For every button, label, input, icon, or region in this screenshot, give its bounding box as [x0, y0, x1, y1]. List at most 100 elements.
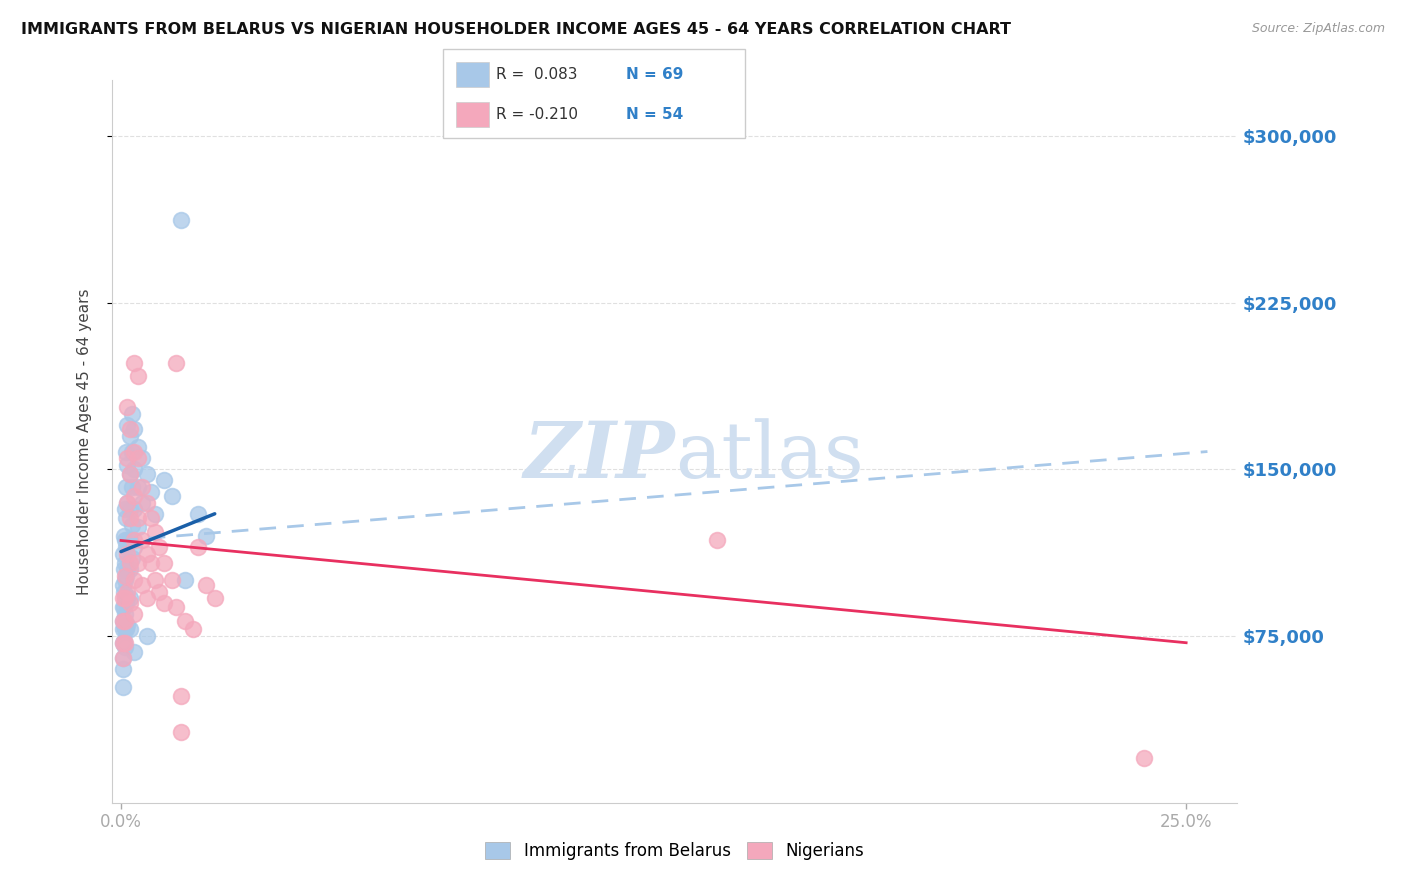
Point [183, 623, 205, 637]
Text: N = 54: N = 54 [626, 107, 683, 121]
Point [118, 467, 141, 481]
Point [122, 444, 145, 458]
Point [169, 724, 191, 739]
Point [118, 533, 141, 548]
Y-axis label: Householder Income Ages 45 - 64 years: Householder Income Ages 45 - 64 years [77, 288, 91, 595]
Point [127, 520, 149, 534]
Point [117, 591, 139, 606]
Point [117, 458, 139, 472]
Point [112, 584, 135, 599]
Point [122, 462, 145, 476]
Point [122, 540, 145, 554]
Point [118, 467, 141, 481]
Point [115, 596, 138, 610]
Point [112, 651, 135, 665]
Point [114, 574, 136, 588]
Point [117, 618, 139, 632]
Point [139, 511, 162, 525]
Point [112, 633, 135, 648]
Point [127, 368, 149, 383]
Point [118, 511, 141, 525]
Point [112, 529, 135, 543]
Point [117, 547, 139, 561]
Point [112, 591, 135, 606]
Point [174, 574, 197, 588]
Point [127, 440, 149, 454]
Legend: Immigrants from Belarus, Nigerians: Immigrants from Belarus, Nigerians [478, 835, 872, 867]
Point [114, 556, 136, 570]
Point [114, 640, 136, 655]
Point [114, 607, 136, 621]
Point [169, 213, 191, 227]
Point [117, 496, 139, 510]
Text: atlas: atlas [675, 418, 863, 494]
Point [195, 578, 218, 592]
Point [112, 600, 135, 615]
Point [114, 636, 136, 650]
Point [117, 533, 139, 548]
Text: ZIP: ZIP [523, 417, 675, 494]
Point [117, 562, 139, 576]
Text: N = 69: N = 69 [626, 68, 683, 82]
Text: R =  0.083: R = 0.083 [496, 68, 578, 82]
Point [131, 480, 153, 494]
Point [152, 596, 174, 610]
Point [112, 680, 135, 694]
Point [122, 356, 145, 370]
Point [112, 618, 135, 632]
Point [115, 540, 138, 554]
Point [160, 489, 183, 503]
Point [152, 556, 174, 570]
Point [148, 540, 170, 554]
Point [165, 356, 187, 370]
Point [135, 629, 157, 643]
Point [131, 451, 153, 466]
Text: R = -0.210: R = -0.210 [496, 107, 578, 121]
Point [122, 607, 145, 621]
Point [121, 551, 143, 566]
Point [204, 591, 226, 606]
Text: IMMIGRANTS FROM BELARUS VS NIGERIAN HOUSEHOLDER INCOME AGES 45 - 64 YEARS CORREL: IMMIGRANTS FROM BELARUS VS NIGERIAN HOUS… [21, 22, 1011, 37]
Point [174, 614, 197, 628]
Point [115, 444, 138, 458]
Point [112, 651, 135, 665]
Point [117, 400, 139, 414]
Point [1132, 751, 1154, 765]
Point [122, 489, 145, 503]
Point [706, 533, 728, 548]
Point [112, 623, 135, 637]
Point [112, 636, 135, 650]
Point [118, 502, 141, 516]
Point [121, 444, 143, 458]
Point [160, 574, 183, 588]
Point [131, 533, 153, 548]
Point [143, 507, 166, 521]
Point [117, 584, 139, 599]
Point [112, 600, 135, 615]
Point [115, 569, 138, 583]
Point [118, 596, 141, 610]
Point [122, 533, 145, 548]
Point [187, 507, 209, 521]
Point [117, 417, 139, 432]
Point [131, 578, 153, 592]
Point [114, 502, 136, 516]
Point [122, 645, 145, 659]
Point [195, 529, 218, 543]
Point [118, 562, 141, 576]
Point [112, 614, 135, 628]
Point [127, 451, 149, 466]
Point [169, 689, 191, 703]
Point [112, 547, 135, 561]
Point [121, 480, 143, 494]
Point [115, 511, 138, 525]
Point [118, 556, 141, 570]
Point [139, 556, 162, 570]
Point [114, 623, 136, 637]
Point [121, 407, 143, 421]
Point [148, 584, 170, 599]
Point [152, 474, 174, 488]
Point [121, 517, 143, 532]
Point [115, 623, 138, 637]
Point [118, 429, 141, 443]
